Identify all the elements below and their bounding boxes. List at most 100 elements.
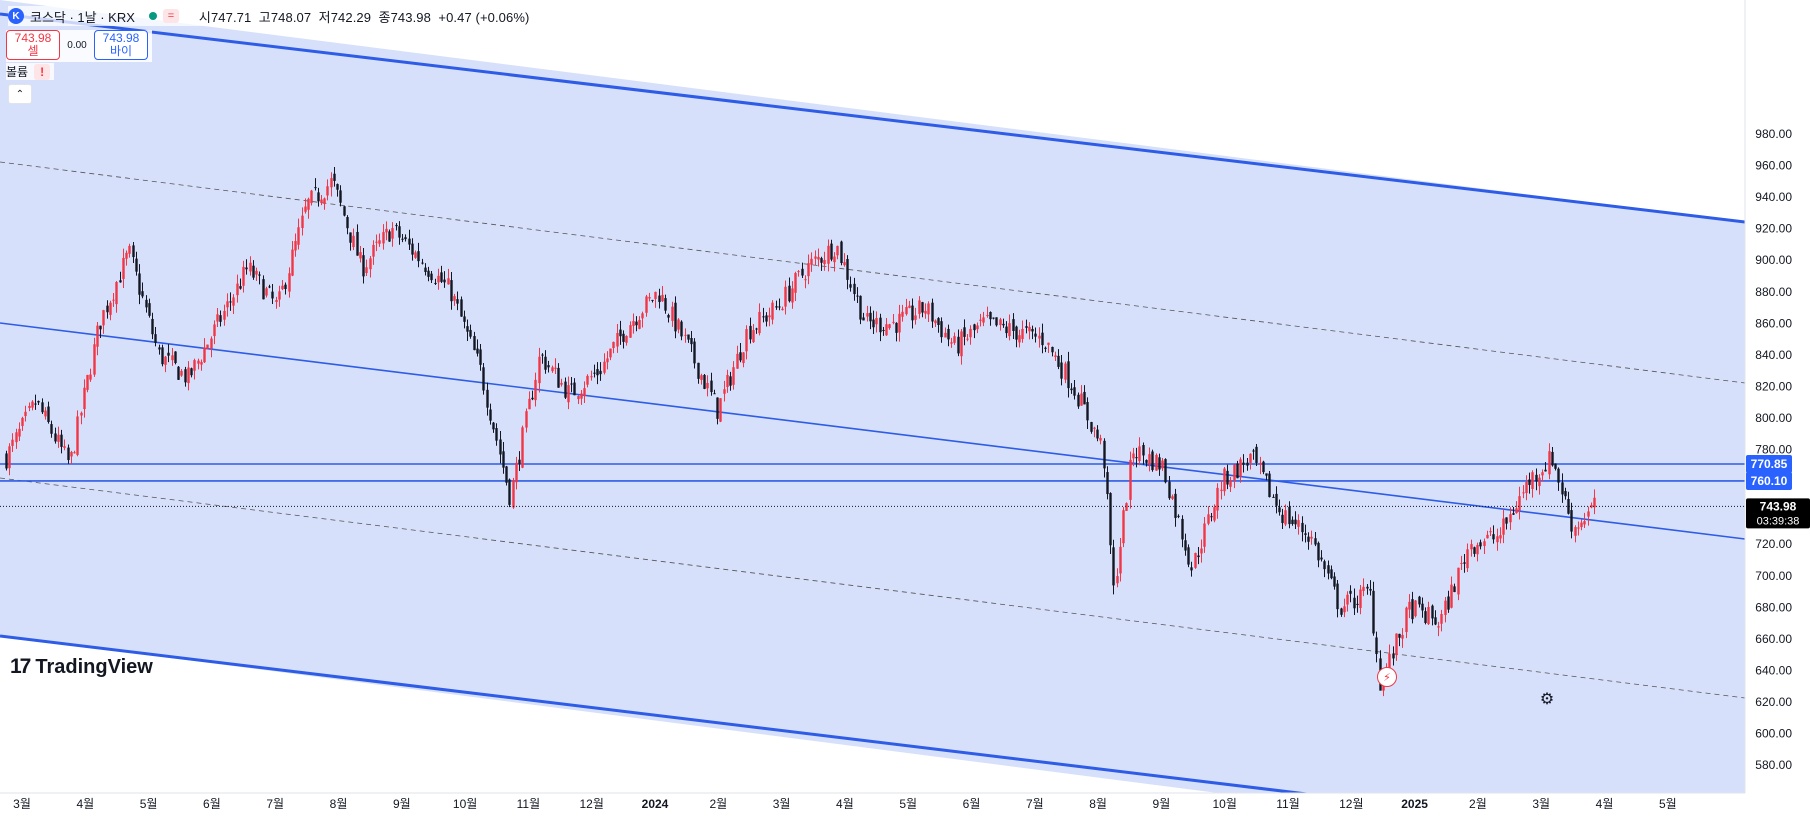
candle-body [395, 225, 398, 227]
candle-body [336, 184, 339, 190]
chevron-up-icon[interactable]: ⌃ [8, 84, 32, 104]
candle-body [521, 427, 524, 468]
candle-body [781, 308, 784, 311]
y-tick-label: 620.00 [1755, 695, 1792, 709]
candle-body [1070, 388, 1073, 391]
candle-body [1564, 491, 1567, 497]
regression-channel-fill[interactable] [0, 0, 1745, 793]
candle-body [1226, 470, 1229, 485]
candle-body [1086, 402, 1089, 421]
candle-body [1512, 513, 1515, 515]
candle-body [8, 446, 11, 469]
countdown-label: 03:39:38 [1757, 515, 1800, 527]
candle-body [1323, 561, 1326, 570]
candle-body [885, 324, 888, 336]
time-axis[interactable]: 3월 4월 5월 6월 7월 8월 9월 10월 11월 12월 2024 2월 3월 4월 5월 6월 7월 8… [13, 797, 1677, 811]
candle-body [836, 245, 839, 256]
lightning-icon[interactable]: ⚡ [1377, 667, 1397, 687]
warning-icon[interactable]: ! [34, 63, 51, 80]
candle-body [213, 324, 216, 337]
candle-body [934, 320, 937, 324]
x-tick-label: 2월 [709, 797, 727, 811]
candle-body [193, 360, 196, 371]
candle-body [1148, 454, 1151, 465]
candle-body [1265, 473, 1268, 476]
candle-body [145, 299, 148, 308]
candle-body [976, 325, 979, 330]
candle-body [791, 288, 794, 303]
candle-body [1408, 601, 1411, 610]
candle-body [853, 283, 856, 295]
candle-body [265, 288, 268, 296]
candle-body [1551, 451, 1554, 466]
candle-body [1401, 634, 1404, 639]
buy-button[interactable]: 743.98 바이 [94, 30, 148, 60]
candle-body [1548, 451, 1551, 475]
price-axis[interactable]: 580.00 600.00 620.00 640.00 660.00 680.00 700.… [1755, 127, 1792, 772]
candle-body [609, 348, 612, 358]
candle-body [80, 412, 83, 416]
candle-body [450, 280, 453, 302]
candle-body [1213, 507, 1216, 521]
candle-body [352, 235, 355, 248]
candle-body [1366, 586, 1369, 589]
x-tick-label: 5월 [140, 797, 158, 811]
y-tick-label: 800.00 [1755, 411, 1792, 425]
candle-body [1025, 326, 1028, 328]
gear-icon[interactable]: ⚙ [1539, 691, 1555, 708]
candle-body [372, 244, 375, 257]
candle-body [1194, 552, 1197, 568]
candle-body [258, 274, 261, 276]
candle-body [723, 389, 726, 394]
candle-body [1249, 453, 1252, 463]
channel-upper-line[interactable] [0, 12, 1745, 224]
candle-body [778, 306, 781, 308]
y-tick-label: 680.00 [1755, 600, 1792, 614]
candle-body [515, 462, 518, 483]
equal-icon[interactable]: = [162, 9, 179, 23]
y-tick-label: 920.00 [1755, 222, 1792, 236]
candle-body [654, 291, 657, 299]
candle-body [1041, 332, 1044, 346]
candle-body [89, 374, 92, 380]
candle-body [1346, 594, 1349, 605]
candle-body [593, 372, 596, 374]
candle-body [1457, 567, 1460, 595]
candle-body [1174, 493, 1177, 518]
candle-body [736, 353, 739, 369]
tradingview-logo[interactable]: 17 TradingView [10, 655, 153, 679]
channel-lower-line[interactable] [0, 634, 1745, 817]
x-tick-label: 8월 [1089, 797, 1107, 811]
candle-body [1440, 614, 1443, 624]
candle-body [551, 367, 554, 372]
candle-body [323, 198, 326, 204]
sell-button[interactable]: 743.98 셀 [6, 30, 60, 60]
candle-body [115, 282, 118, 305]
symbol-title[interactable]: 코스닥 · 1날 · KRX [30, 9, 135, 25]
candle-body [1414, 600, 1417, 617]
candle-body [749, 325, 752, 340]
candle-body [1554, 463, 1557, 469]
candle-body [122, 257, 125, 279]
candle-body [1223, 468, 1226, 492]
candle-body [362, 255, 365, 277]
candle-body [807, 263, 810, 277]
channel-median-line[interactable] [0, 322, 1745, 540]
candle-body [177, 366, 180, 380]
candle-body [1388, 653, 1391, 674]
candle-body [1242, 462, 1245, 465]
candle-body [1453, 586, 1456, 593]
candle-body [1395, 633, 1398, 656]
close-value: 743.98 [390, 9, 431, 25]
candle-body [810, 258, 813, 265]
candle-body [119, 280, 122, 283]
candle-body [424, 267, 427, 273]
candle-body [1424, 611, 1427, 623]
volume-indicator[interactable]: 볼륨 ! [6, 63, 55, 80]
candle-body [801, 268, 804, 276]
candle-body [512, 480, 515, 508]
candle-body [229, 301, 232, 303]
candle-body [1340, 608, 1343, 615]
kosdaq-symbol-icon[interactable]: K [8, 8, 24, 24]
